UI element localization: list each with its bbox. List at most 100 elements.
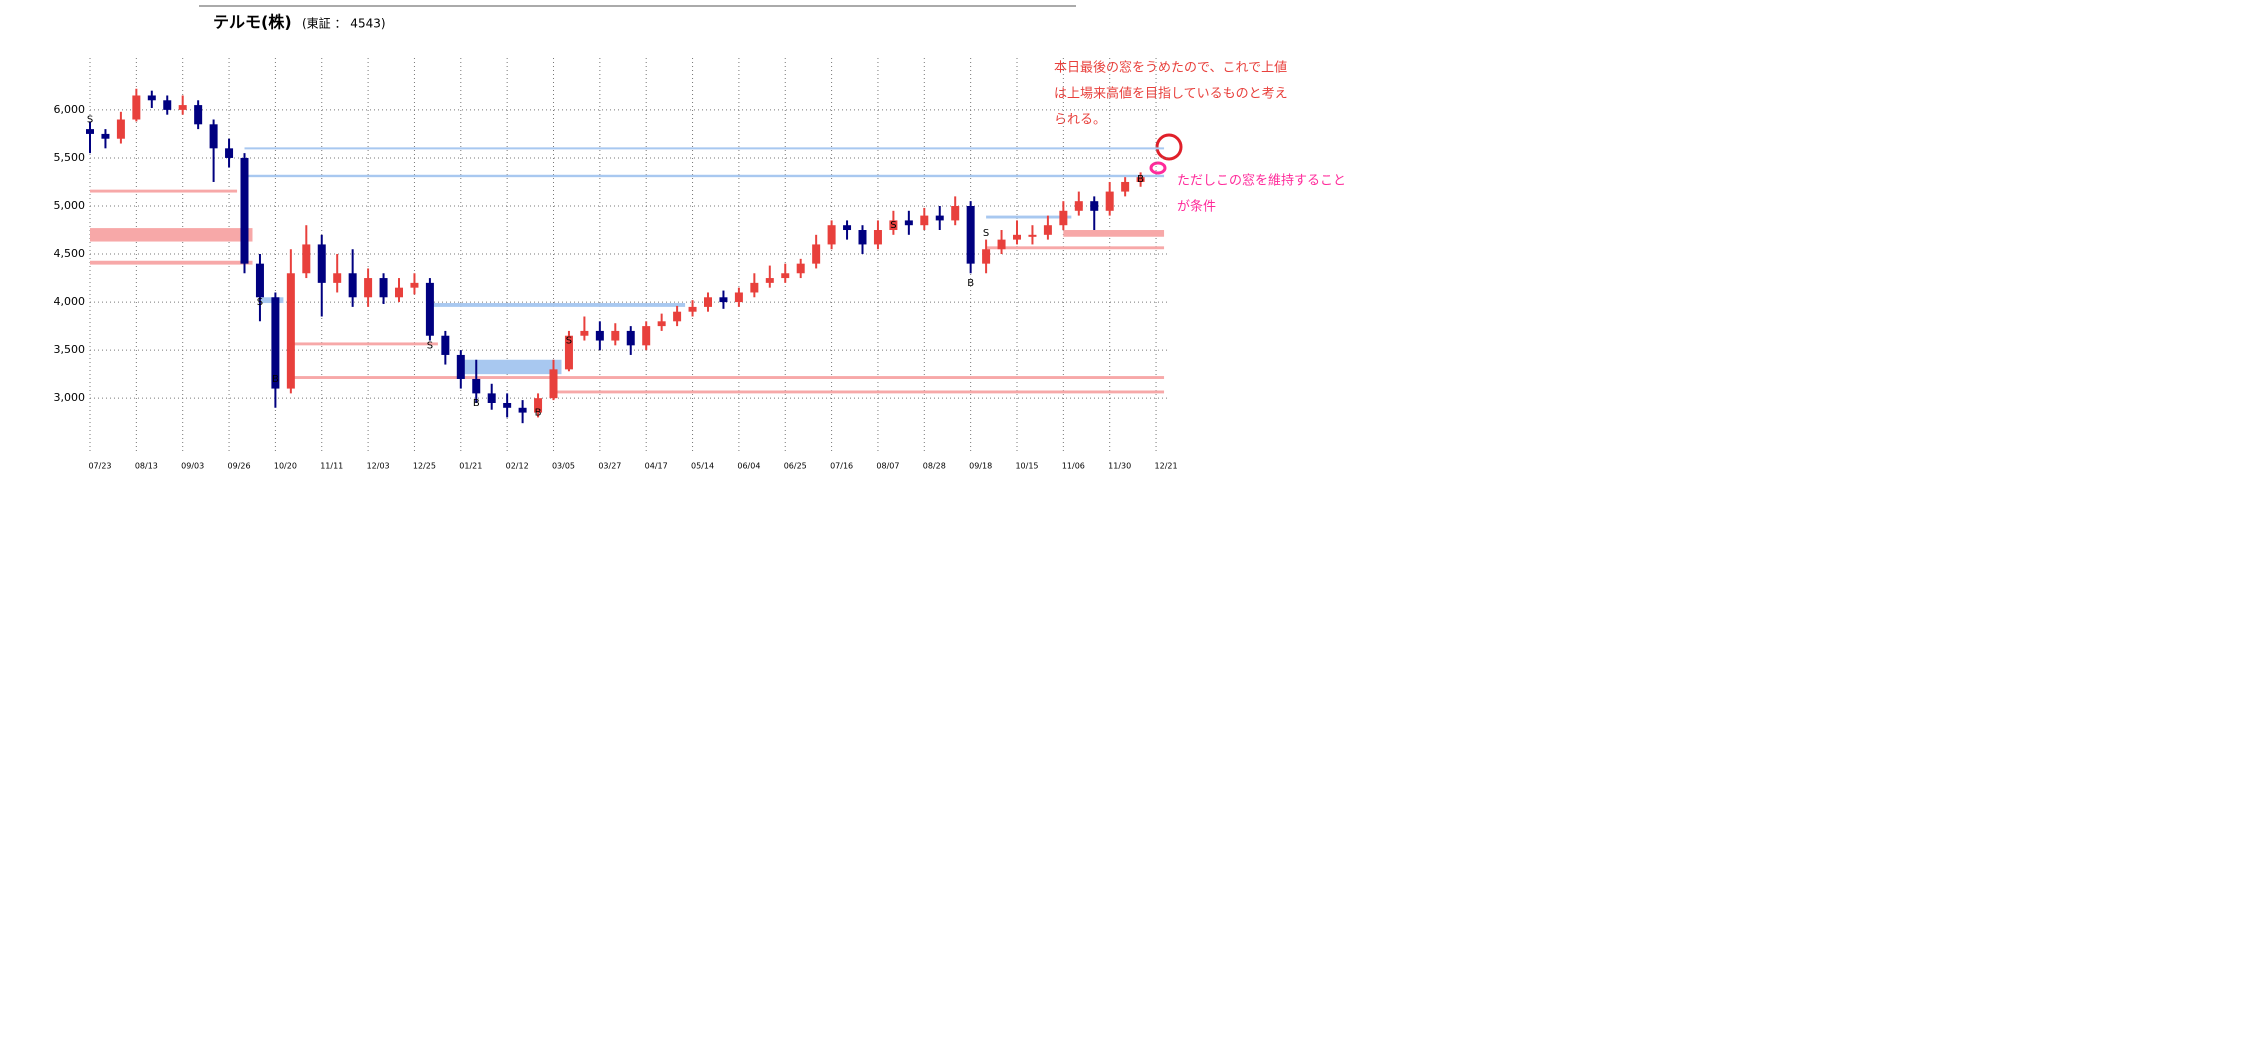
x-tick-label: 12/25 <box>413 462 436 471</box>
gap-band <box>244 147 1165 150</box>
candle-body <box>781 273 790 279</box>
gap-band <box>986 215 1072 219</box>
signal-label: S <box>257 297 263 308</box>
candle-body <box>425 282 434 336</box>
candle-body <box>225 148 234 158</box>
candle-body <box>920 215 929 226</box>
candle-body <box>395 287 403 298</box>
candle-body <box>163 100 172 110</box>
x-tick-label: 03/05 <box>552 462 575 471</box>
signal-label: S <box>87 115 93 126</box>
candle-body <box>456 354 465 379</box>
candle-body <box>86 129 94 134</box>
candle-body <box>796 263 805 274</box>
candle-body <box>966 205 975 264</box>
candle-body <box>1136 177 1145 182</box>
y-tick-label: 4,000 <box>54 295 86 308</box>
candle-body <box>765 278 774 283</box>
candle-body <box>1043 225 1052 235</box>
x-tick-label: 02/12 <box>506 462 529 471</box>
y-tick-label: 3,000 <box>54 391 86 404</box>
y-tick-label: 4,500 <box>54 247 86 260</box>
annotation: られる。 <box>1054 113 1106 128</box>
candle-body <box>379 278 388 298</box>
candle-body <box>688 306 697 312</box>
candle-body <box>147 95 156 101</box>
candle-body <box>1121 181 1130 192</box>
signal-label: S <box>566 336 572 347</box>
x-tick-label: 10/20 <box>274 462 297 471</box>
candle-body <box>982 249 991 264</box>
x-tick-label: 01/21 <box>459 462 482 471</box>
gap-band <box>986 246 1165 250</box>
candle-body <box>1105 191 1114 211</box>
signal-label: B <box>272 374 279 385</box>
candle-body <box>997 239 1006 250</box>
candle-body <box>116 119 125 139</box>
candle-body <box>564 335 573 370</box>
candle-body <box>1013 234 1021 240</box>
highlight-circle <box>1155 133 1183 161</box>
candle-body <box>611 330 620 341</box>
gap-band <box>290 342 438 346</box>
candle-body <box>410 282 419 288</box>
candle-body <box>348 273 357 298</box>
candle-body <box>673 311 682 322</box>
gap-band <box>460 359 562 375</box>
x-tick-label: 12/03 <box>367 462 390 471</box>
x-tick-label: 05/14 <box>691 462 714 471</box>
x-tick-label: 11/06 <box>1062 462 1085 471</box>
x-tick-label: 09/03 <box>181 462 204 471</box>
signal-label: B <box>535 408 542 419</box>
candle-body <box>843 225 852 231</box>
gap-band <box>553 390 1165 394</box>
annotation: 本日最後の窓をうめたので、これで上値 <box>1054 60 1287 76</box>
x-tick-label: 12/21 <box>1155 462 1178 471</box>
candle-body <box>812 244 821 264</box>
candle-body <box>503 402 512 408</box>
chart-title: テルモ(株) <box>213 13 292 32</box>
candle-body <box>178 105 187 110</box>
candle-body <box>1028 234 1037 237</box>
gap-band <box>1063 230 1165 237</box>
gap-band <box>429 303 686 307</box>
x-tick-label: 09/18 <box>969 462 992 471</box>
signal-label: B <box>1137 174 1144 185</box>
note: ただしこの窓を維持すること <box>1177 173 1346 189</box>
x-tick-label: 06/25 <box>784 462 807 471</box>
x-tick-label: 07/16 <box>830 462 853 471</box>
note: が条件 <box>1177 199 1216 215</box>
x-tick-label: 06/04 <box>737 462 760 471</box>
candle-body <box>209 124 218 149</box>
candle-body <box>101 133 110 139</box>
signal-label: S <box>890 220 896 231</box>
x-tick-label: 09/26 <box>228 462 251 471</box>
x-tick-label: 10/15 <box>1015 462 1038 471</box>
candle-body <box>858 230 867 245</box>
y-tick-label: 3,500 <box>54 343 86 356</box>
candle-body <box>333 273 342 283</box>
candle-body <box>286 273 295 389</box>
candle-body <box>302 244 311 274</box>
gap-band <box>244 174 1165 178</box>
annotation: は上場来高値を目指しているものと考え <box>1054 86 1288 102</box>
candle-body <box>704 297 712 307</box>
signal-label: B <box>473 398 480 409</box>
candle-body <box>935 215 944 221</box>
candle-body <box>827 225 836 245</box>
candle-body <box>534 398 543 413</box>
candle-body <box>626 330 635 346</box>
candle-body <box>595 330 604 341</box>
candle-body <box>194 105 203 125</box>
candle-body <box>580 330 589 336</box>
x-tick-label: 08/28 <box>923 462 946 471</box>
signal-label: S <box>983 228 989 239</box>
candle-body <box>904 220 913 226</box>
candle-body <box>951 205 960 221</box>
candle-body <box>441 335 450 355</box>
y-tick-label: 6,000 <box>54 103 86 116</box>
x-tick-label: 03/27 <box>598 462 621 471</box>
x-tick-label: 11/11 <box>320 462 343 471</box>
candle-body <box>487 393 496 403</box>
